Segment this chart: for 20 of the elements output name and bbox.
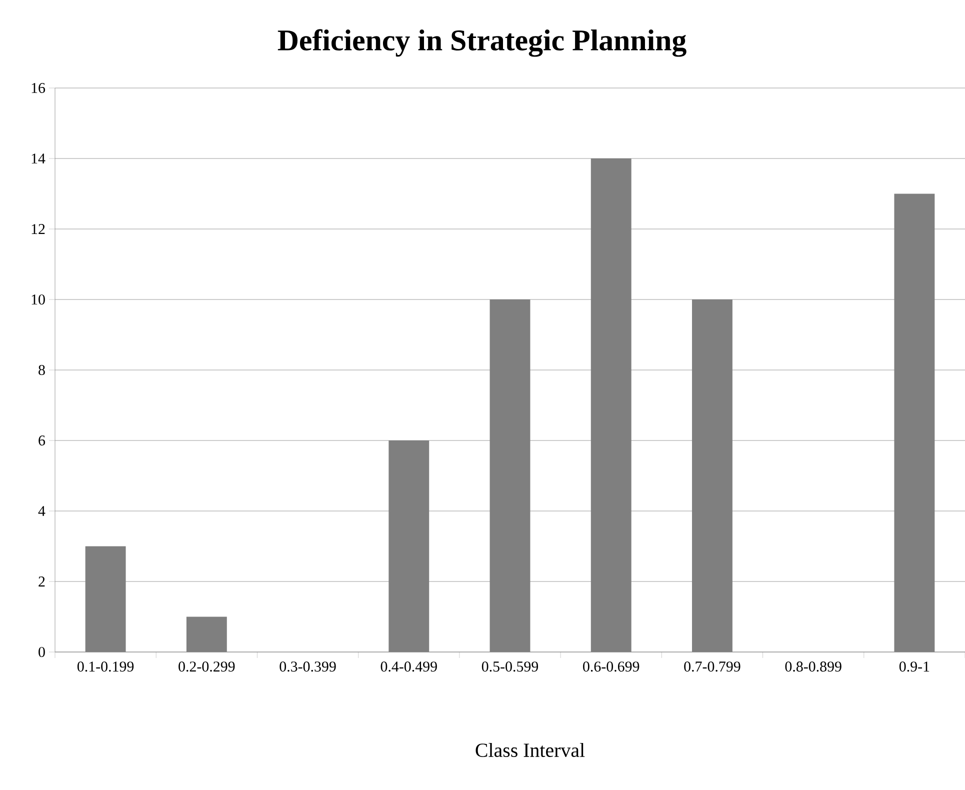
x-tick-label: 0.2-0.299 xyxy=(178,662,235,672)
y-tick-label: 6 xyxy=(38,435,46,446)
x-tick-label: 0.9-1 xyxy=(899,662,930,672)
y-tick-label: 2 xyxy=(38,576,45,586)
x-tick-label: 0.3-0.399 xyxy=(280,662,336,672)
y-tick-label: 16 xyxy=(32,82,46,94)
x-tick-label: 0.8-0.899 xyxy=(785,662,842,672)
x-axis-title: Class Interval xyxy=(476,742,585,758)
x-tick-label: 0.5-0.599 xyxy=(482,662,538,672)
x-tick-label: 0.1-0.199 xyxy=(77,662,134,672)
y-tick-label: 14 xyxy=(32,154,46,164)
y-tick-label: 0 xyxy=(38,646,45,658)
x-tick-label: 0.7-0.799 xyxy=(684,662,740,672)
y-tick-label: 8 xyxy=(38,364,45,376)
y-tick-label: 12 xyxy=(32,224,45,234)
chart-title: Deficiency in Strategic Planning xyxy=(278,29,686,57)
y-tick-label: 10 xyxy=(32,294,45,305)
x-tick-label: 0.4-0.499 xyxy=(380,662,437,672)
y-tick-label: 4 xyxy=(38,506,46,516)
x-tick-label: 0.6-0.699 xyxy=(583,662,640,672)
